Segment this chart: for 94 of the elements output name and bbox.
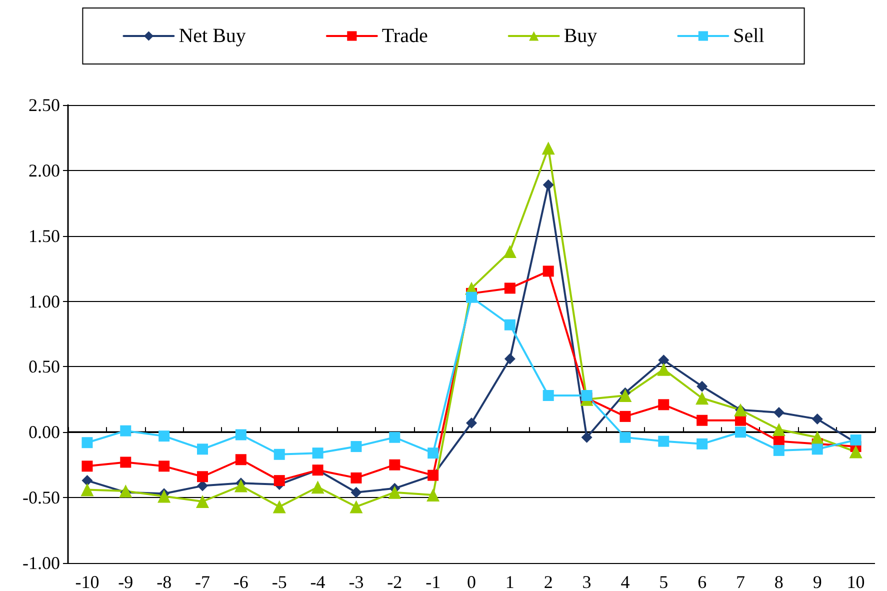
point: [234, 479, 248, 492]
x-tick-label: 7: [736, 572, 745, 591]
x-tick-label: -5: [272, 572, 287, 591]
point: [235, 429, 246, 440]
point: [388, 486, 402, 499]
point: [82, 460, 93, 472]
point: [158, 430, 170, 442]
point: [274, 448, 285, 460]
point: [350, 441, 362, 452]
point: [657, 362, 670, 376]
x-tick-label: -4: [310, 572, 326, 591]
x-tick-label: -7: [195, 572, 210, 591]
point: [504, 319, 516, 330]
point: [158, 460, 170, 472]
x-tick-label: 1: [505, 572, 514, 591]
point: [503, 245, 516, 258]
point: [504, 353, 516, 364]
legend-label: Net Buy: [178, 25, 246, 47]
point: [80, 483, 94, 496]
y-tick-label: 1.50: [28, 226, 60, 246]
point: [658, 436, 670, 447]
point: [812, 414, 823, 425]
x-tick-label: -2: [387, 572, 402, 591]
legend-label: Trade: [382, 25, 428, 47]
point: [197, 444, 208, 455]
point: [311, 480, 324, 494]
y-tick-label: -0.50: [22, 488, 60, 508]
point: [504, 282, 516, 294]
x-tick-label: 2: [544, 572, 553, 591]
point: [158, 490, 171, 503]
point: [696, 380, 708, 392]
point: [426, 488, 440, 502]
y-tick-label: 2.50: [28, 95, 60, 115]
x-tick-label: -6: [233, 572, 248, 591]
point: [850, 434, 862, 446]
x-tick-label: 6: [698, 572, 707, 591]
x-tick-label: 3: [582, 572, 592, 591]
y-tick-label: -1.00: [22, 553, 60, 573]
point: [658, 354, 670, 366]
legend-label: Buy: [564, 25, 598, 47]
point: [772, 423, 786, 436]
x-tick-label: -10: [75, 572, 100, 591]
x-tick-label: 10: [846, 572, 865, 591]
x-tick-label: -1: [426, 572, 441, 591]
point: [542, 179, 554, 190]
point: [620, 410, 631, 422]
point: [696, 392, 709, 405]
point: [389, 432, 400, 443]
point: [542, 266, 554, 277]
point: [696, 438, 708, 450]
x-tick-label: -8: [156, 572, 172, 591]
point: [274, 475, 285, 486]
point: [272, 500, 286, 514]
x-tick-label: 4: [620, 572, 630, 591]
point: [773, 407, 784, 418]
y-tick-label: 0.50: [28, 356, 60, 377]
point: [581, 432, 592, 443]
point: [696, 414, 708, 426]
point: [658, 399, 670, 410]
point: [389, 459, 400, 470]
point: [120, 425, 132, 436]
point: [542, 142, 555, 155]
y-tick-label: 0.00: [28, 422, 60, 442]
y-tick-label: 2.00: [28, 160, 60, 180]
x-tick-label: -9: [118, 572, 134, 591]
x-tick-label: 9: [812, 572, 822, 591]
point: [620, 432, 631, 443]
point: [466, 417, 477, 428]
point: [810, 430, 824, 444]
point: [773, 444, 784, 456]
point: [428, 448, 439, 459]
point: [82, 437, 93, 448]
point: [82, 475, 93, 486]
point: [849, 445, 862, 458]
x-tick-label: 8: [774, 572, 784, 591]
point: [235, 454, 246, 466]
x-tick-label: -3: [348, 572, 364, 591]
point: [350, 500, 363, 514]
x-tick-label: 0: [467, 572, 476, 591]
point: [542, 390, 554, 402]
point: [466, 292, 477, 303]
x-tick-label: 5: [659, 572, 668, 591]
point: [581, 390, 592, 402]
point: [350, 486, 362, 498]
point: [120, 456, 132, 468]
point: [812, 444, 823, 455]
point: [618, 389, 632, 402]
point: [196, 494, 209, 508]
point: [312, 448, 324, 459]
point: [197, 471, 208, 482]
y-tick-label: 1.00: [28, 291, 60, 312]
point: [735, 426, 746, 438]
point: [350, 472, 362, 484]
legend-label: Sell: [733, 25, 765, 47]
